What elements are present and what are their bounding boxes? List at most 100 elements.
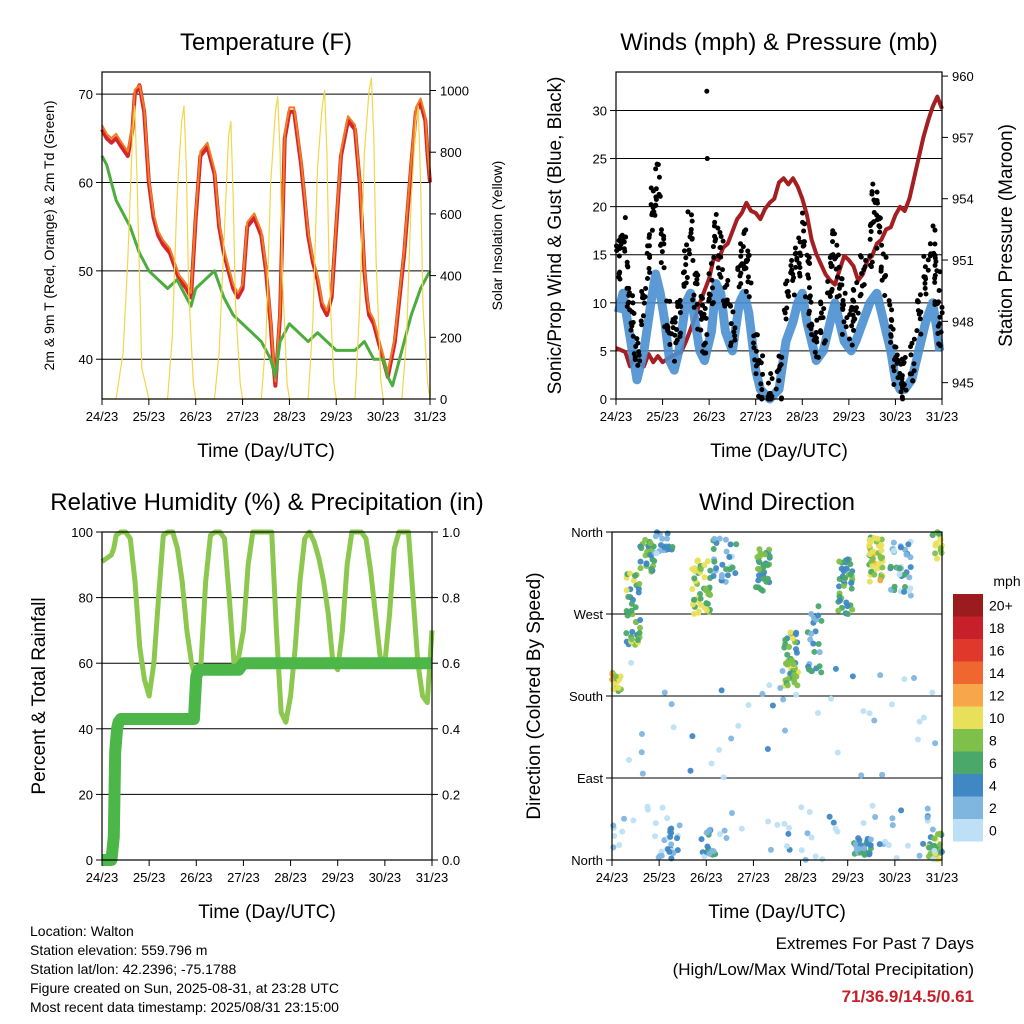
gust-point xyxy=(903,387,909,393)
direction-point xyxy=(812,853,819,860)
gust-point xyxy=(936,341,942,347)
gust-point xyxy=(894,352,900,358)
direction-point xyxy=(629,636,636,643)
x-tick-label: 27/23 xyxy=(226,409,259,424)
x-tick-label: 29/23 xyxy=(321,870,354,885)
gust-point xyxy=(661,265,667,271)
gust-point xyxy=(834,242,840,248)
gust-point xyxy=(784,305,790,311)
direction-point xyxy=(753,584,760,591)
gust-point xyxy=(637,358,643,364)
direction-point xyxy=(785,830,792,837)
x-tick-label: 28/23 xyxy=(786,409,819,424)
y-tick-label: 20 xyxy=(593,200,607,215)
gust-point xyxy=(706,271,712,277)
direction-point xyxy=(703,607,710,614)
x-tick-label: 27/23 xyxy=(227,870,260,885)
gust-point xyxy=(646,232,652,238)
y-tick-label: 70 xyxy=(79,87,93,102)
direction-point xyxy=(878,542,885,549)
x-tick-label: 29/23 xyxy=(833,409,866,424)
direction-point xyxy=(637,624,644,631)
direction-point xyxy=(637,558,644,565)
direction-point xyxy=(774,821,781,828)
gust-point xyxy=(630,333,636,339)
direction-point xyxy=(710,848,717,855)
direction-point xyxy=(631,572,638,579)
gust-point xyxy=(895,375,901,381)
direction-point xyxy=(658,848,665,855)
direction-point xyxy=(920,714,927,721)
direction-point xyxy=(624,612,631,619)
colorbar-label: 16 xyxy=(989,642,1005,658)
direction-point xyxy=(836,558,843,565)
direction-point xyxy=(798,804,805,811)
direction-point xyxy=(615,684,622,691)
gust-point xyxy=(704,88,710,94)
direction-point xyxy=(847,571,854,578)
gust-point xyxy=(760,353,766,359)
y-tick-label: 30 xyxy=(593,103,607,118)
gust-point xyxy=(622,215,628,221)
gust-point xyxy=(797,270,803,276)
direction-point xyxy=(786,824,793,831)
chart-title: Relative Humidity (%) & Precipitation (i… xyxy=(50,489,483,516)
gust-point xyxy=(923,291,929,297)
gust-point xyxy=(658,227,664,233)
direction-point xyxy=(689,586,696,593)
gust-point xyxy=(688,212,694,218)
direction-point xyxy=(710,546,717,553)
gust-point xyxy=(718,245,724,251)
gust-point xyxy=(630,300,636,306)
gust-point xyxy=(720,238,726,244)
direction-point xyxy=(701,574,708,581)
gust-point xyxy=(751,340,757,346)
gust-point xyxy=(740,261,746,267)
gust-point xyxy=(822,338,828,344)
direction-point xyxy=(866,551,873,558)
gust-point xyxy=(760,371,766,377)
direction-point xyxy=(630,577,637,584)
gust-point xyxy=(687,234,693,240)
gust-point xyxy=(751,345,757,351)
direction-point xyxy=(644,803,651,810)
direction-point xyxy=(617,673,624,680)
y2-tick-label: 600 xyxy=(440,207,462,222)
extremes-values: 71/36.9/14.5/0.61 xyxy=(841,987,974,1006)
solar-line xyxy=(102,77,431,400)
direction-point xyxy=(658,542,665,549)
direction-point xyxy=(879,564,886,571)
gust-point xyxy=(890,326,896,332)
gust-point xyxy=(745,274,751,280)
gust-point xyxy=(722,284,728,290)
x-tick-label: 30/23 xyxy=(367,409,400,424)
direction-point xyxy=(711,558,718,565)
gust-point xyxy=(813,330,819,336)
direction-point xyxy=(793,646,800,653)
chart-title: Temperature (F) xyxy=(180,29,352,56)
chart-title: Wind Direction xyxy=(699,489,855,516)
direction-point xyxy=(838,565,845,572)
direction-point xyxy=(670,724,677,731)
gust-point xyxy=(796,235,802,241)
gust-point xyxy=(706,298,712,304)
gust-point xyxy=(899,383,905,389)
direction-point xyxy=(639,770,646,777)
direction-point xyxy=(861,845,868,852)
direction-point xyxy=(818,617,825,624)
gust-point xyxy=(687,251,693,257)
wind-direction-panel: Wind Direction 24/23 25/23 26/23 27/23 28/23 2… xyxy=(524,489,958,923)
direction-point xyxy=(619,828,626,835)
gust-point xyxy=(867,253,873,259)
gust-point xyxy=(932,241,938,247)
direction-point xyxy=(924,814,931,821)
direction-point xyxy=(830,819,837,826)
gust-point xyxy=(908,352,914,358)
gust-point xyxy=(758,360,764,366)
gust-point xyxy=(899,394,905,400)
direction-point xyxy=(782,660,789,667)
direction-point xyxy=(760,575,767,582)
gust-point xyxy=(883,254,889,260)
gust-point xyxy=(886,298,892,304)
direction-point xyxy=(637,617,644,624)
